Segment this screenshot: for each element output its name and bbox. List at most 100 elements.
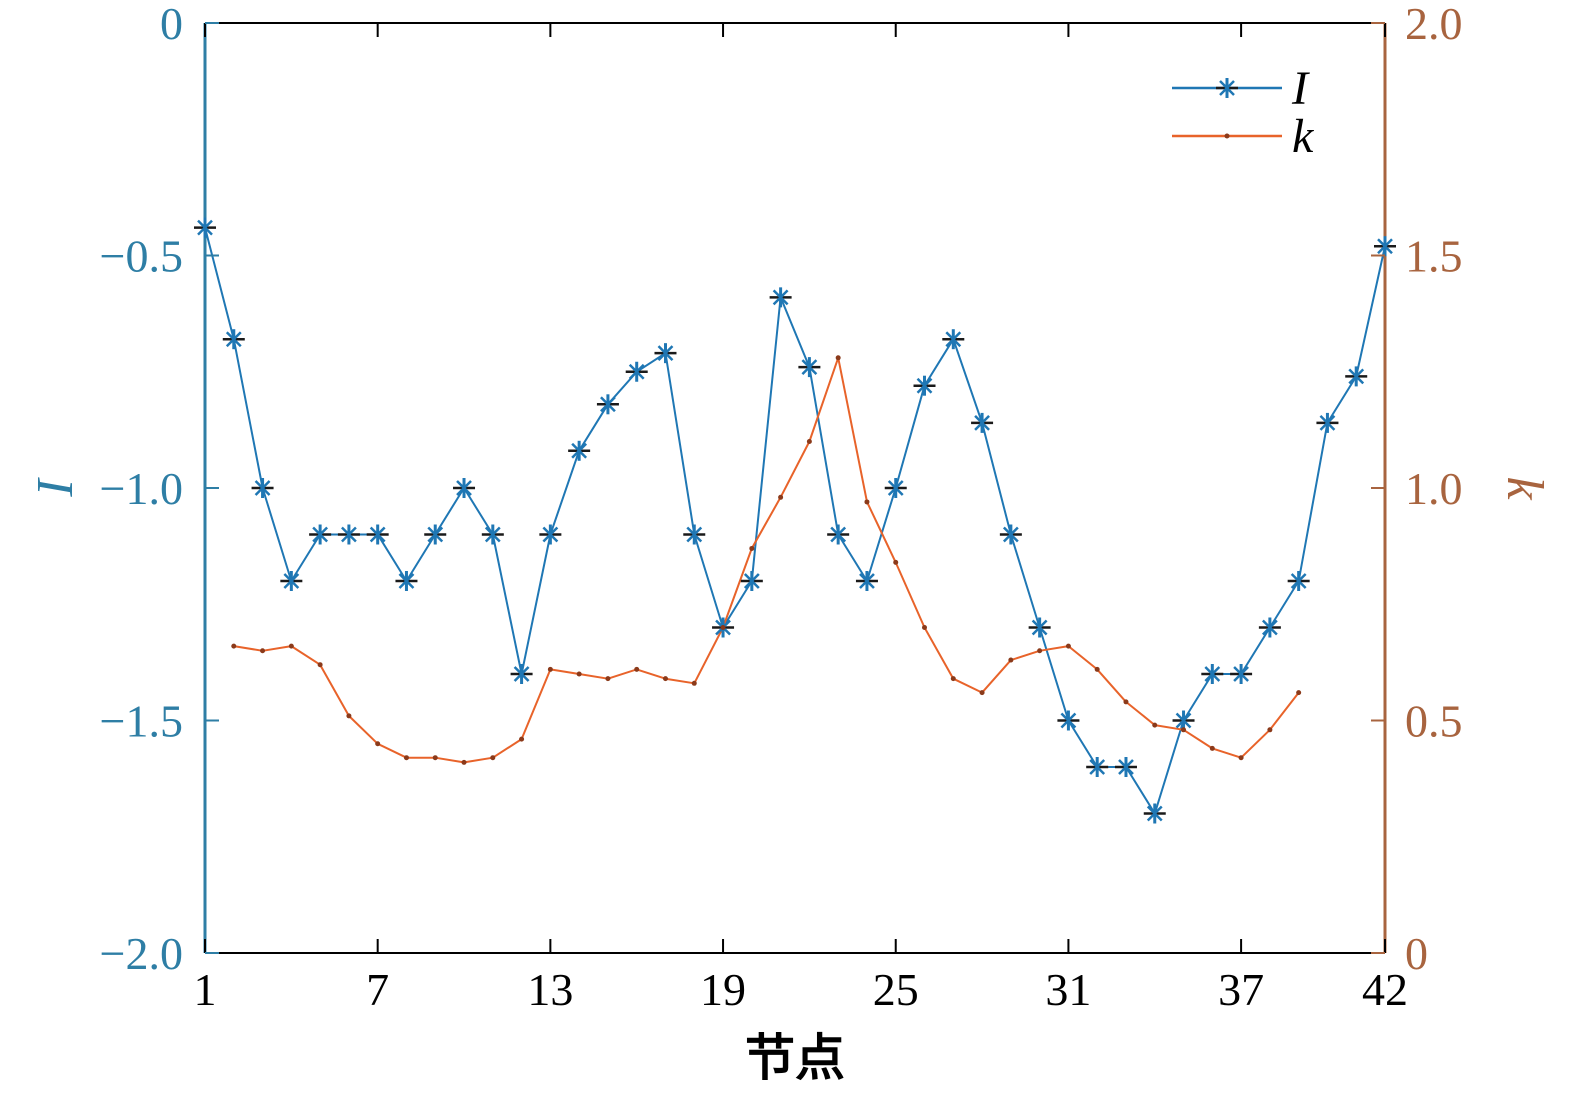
marker-stroke	[1060, 712, 1077, 729]
data-point-k	[864, 499, 870, 505]
data-point-k	[375, 741, 381, 747]
data-point-I	[971, 412, 994, 433]
marker-stroke	[542, 526, 559, 543]
legend-marker-k	[1224, 133, 1230, 139]
data-point-I	[568, 440, 591, 461]
marker-stroke	[945, 331, 962, 348]
data-point-k	[490, 755, 496, 761]
data-point-k	[1209, 745, 1215, 751]
right-y-axis-title: k	[1496, 476, 1553, 500]
marker-stroke	[686, 526, 703, 543]
marker-stroke	[1261, 619, 1278, 636]
marker-stroke	[1290, 573, 1307, 589]
data-point-I	[395, 571, 418, 591]
data-point-k	[576, 671, 582, 677]
data-point-k	[461, 759, 467, 765]
data-point-I	[539, 524, 562, 545]
data-point-I	[798, 357, 821, 378]
data-point-k	[288, 643, 294, 649]
x-tick-label: 7	[366, 964, 389, 1015]
data-point-I	[424, 524, 447, 545]
marker-stroke	[1348, 368, 1365, 385]
data-point-k	[1123, 699, 1129, 705]
data-point-I	[1345, 366, 1368, 387]
data-point-I	[740, 571, 763, 591]
data-point-I	[1316, 412, 1339, 433]
data-point-k	[922, 625, 928, 630]
data-point-I	[194, 217, 216, 238]
marker-stroke	[312, 526, 329, 543]
data-point-k	[519, 736, 525, 742]
data-point-k	[950, 676, 956, 682]
marker-stroke	[571, 442, 588, 459]
marker-stroke	[1319, 415, 1336, 431]
series-markers	[194, 217, 1396, 824]
series-line-k	[233, 356, 1300, 764]
data-point-I	[222, 329, 245, 350]
data-point-k	[1296, 690, 1302, 696]
marker-stroke	[1146, 805, 1163, 822]
data-point-I	[510, 664, 533, 684]
marker-stroke	[830, 526, 847, 543]
marker-stroke	[398, 573, 415, 589]
marker-stroke	[1377, 238, 1393, 255]
data-point-k	[1181, 727, 1187, 733]
axes: 1 7 13 19 25 31 37 420−0.5−1.0−1.5−2.02.01.51.0…	[27, 0, 1553, 1086]
data-point-k	[547, 666, 553, 672]
data-point-k	[979, 690, 985, 696]
marker-stroke	[1219, 80, 1235, 96]
data-point-I	[596, 394, 619, 415]
data-point-k	[403, 755, 409, 761]
legend-label-I: I	[1291, 62, 1310, 115]
left-y-tick-label: −0.5	[100, 231, 183, 282]
data-point-k	[317, 662, 323, 668]
data-point-k	[662, 676, 668, 682]
data-point-k	[260, 648, 266, 654]
marker-stroke	[887, 480, 904, 496]
data-point-k	[1065, 643, 1071, 649]
data-point-I	[481, 524, 504, 545]
marker-stroke	[1002, 526, 1019, 543]
data-point-I	[453, 478, 476, 498]
marker-stroke	[743, 573, 760, 589]
marker-stroke	[197, 219, 213, 236]
x-tick-label: 31	[1045, 964, 1091, 1015]
marker-stroke	[484, 526, 501, 543]
data-point-I	[251, 478, 274, 498]
marker-stroke	[369, 526, 386, 543]
marker-stroke	[1118, 759, 1134, 775]
x-tick-label: 25	[873, 964, 919, 1015]
data-point-I	[884, 478, 907, 498]
left-y-axis-title: I	[27, 477, 84, 498]
data-point-I	[913, 375, 936, 396]
marker-stroke	[1031, 619, 1048, 636]
right-y-tick-label: 0.5	[1405, 696, 1463, 747]
x-tick-label: 37	[1218, 964, 1264, 1015]
marker-stroke	[283, 573, 300, 589]
data-point-I	[1114, 757, 1137, 777]
left-y-tick-label: −2.0	[100, 928, 183, 979]
data-point-I	[625, 361, 648, 382]
legend-label-k: k	[1292, 110, 1315, 163]
marker-stroke	[801, 359, 818, 375]
data-point-I	[683, 524, 706, 545]
marker-stroke	[974, 415, 990, 431]
data-point-I	[855, 571, 878, 591]
marker-stroke	[254, 480, 271, 496]
data-point-I	[827, 524, 850, 545]
right-y-tick-label: 0	[1405, 928, 1428, 979]
marker-stroke	[513, 666, 530, 682]
marker-stroke	[427, 526, 444, 543]
data-point-k	[1238, 755, 1244, 761]
x-axis-title: 节点	[745, 1030, 845, 1086]
data-point-I	[1258, 617, 1281, 638]
data-point-k	[893, 559, 899, 565]
marker-stroke	[1233, 666, 1249, 682]
marker-stroke	[600, 396, 616, 413]
data-point-I	[1374, 236, 1396, 257]
data-point-I	[1057, 710, 1080, 731]
x-tick-label: 1	[194, 964, 217, 1015]
data-point-I	[1172, 710, 1195, 731]
